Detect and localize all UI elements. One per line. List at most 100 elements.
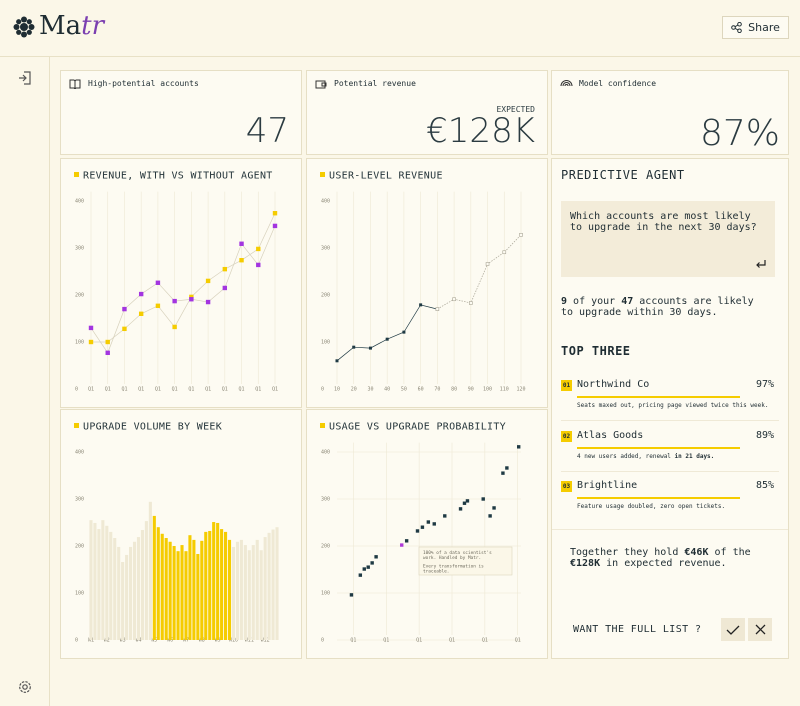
x-tick-label: Q1 (239, 387, 245, 393)
point (88, 339, 94, 345)
point (105, 339, 110, 345)
top-item[interactable]: 02 Atlas Goods 89% 4 new users added, re… (552, 425, 788, 472)
dismiss-button[interactable] (748, 618, 772, 641)
bar (180, 545, 184, 640)
kpi-card: Potential revenue EXPECTED €128K (306, 70, 548, 155)
x-tick-label: W2 (104, 638, 110, 644)
point (419, 303, 423, 307)
point (374, 555, 378, 559)
bar (93, 522, 97, 640)
point (122, 306, 127, 312)
bar (255, 539, 259, 640)
bar (113, 538, 117, 640)
x-tick-label: Q1 (350, 638, 356, 644)
y-tick-label: 100 (75, 340, 84, 346)
x-tick-label: Q1 (482, 638, 488, 644)
point (88, 325, 94, 331)
item-score: 85% (755, 480, 774, 491)
bar (259, 550, 263, 640)
bar (267, 532, 271, 640)
summary-value: €46K (684, 547, 709, 558)
series-line (91, 213, 276, 343)
x-tick-label: Q1 (255, 387, 261, 393)
x-tick-label: 30 (367, 387, 373, 393)
bar (204, 531, 208, 640)
item-score: 97% (755, 379, 774, 390)
bar (160, 533, 164, 640)
point (205, 299, 211, 305)
item-name: Brightline (577, 480, 638, 491)
logout-icon[interactable] (18, 71, 32, 85)
agent-panel: PREDICTIVE AGENT Which accounts are most… (551, 158, 789, 659)
y-tick-label: 300 (75, 246, 84, 252)
item-note: Seats maxed out, pricing page viewed twi… (577, 402, 768, 409)
point (205, 278, 211, 284)
bar (176, 551, 180, 640)
annotation-text: 100% of a data scientist's (423, 550, 492, 556)
bar (184, 551, 188, 640)
bar (129, 546, 133, 640)
kpi-caption: EXPECTED (496, 105, 535, 114)
x-tick-label: W12 (261, 638, 270, 644)
point (272, 211, 278, 216)
header: Matr Share (0, 0, 800, 57)
kpi-label: Potential revenue (334, 79, 416, 88)
share-label: Share (748, 21, 780, 34)
chart: UPGRADE VOLUME BY WEEK 0 100 200 300 400 W1 W2 W… (74, 422, 279, 644)
point (443, 514, 447, 518)
share-icon (731, 22, 742, 33)
x-tick-label: Q1 (172, 387, 178, 393)
y-tick-label: 200 (75, 293, 84, 299)
y-tick-label: 200 (321, 544, 330, 550)
check-icon (726, 625, 740, 635)
score-bar (577, 497, 740, 499)
share-button[interactable]: Share (722, 16, 789, 39)
y-tick-label: 400 (75, 199, 84, 205)
point (189, 294, 194, 300)
bar (243, 545, 247, 640)
point (368, 346, 372, 350)
note-text: 4 new users added, renewal (577, 452, 675, 460)
top-item[interactable]: 01 Northwind Co 97% Seats maxed out, pri… (552, 374, 788, 421)
point (488, 514, 492, 518)
bar (192, 539, 196, 640)
bar (275, 527, 279, 640)
bar (152, 515, 156, 640)
cta-text: WANT THE FULL LIST ? (573, 624, 702, 635)
y-tick-label: 100 (321, 340, 330, 346)
enter-icon[interactable] (755, 259, 767, 269)
point (155, 303, 161, 309)
bar (239, 539, 243, 640)
book-icon (69, 79, 81, 89)
prompt-box[interactable]: Which accounts are most likely to upgrad… (561, 201, 775, 277)
settings-icon[interactable] (18, 680, 32, 694)
bar (271, 529, 275, 640)
title-marker (74, 423, 79, 428)
item-note: Feature usage doubled, zero open tickets… (577, 503, 725, 510)
point (138, 311, 144, 316)
y-tick-label: 0 (321, 638, 324, 644)
top-item[interactable]: 03 Brightline 85% Feature usage doubled,… (552, 475, 788, 521)
point (256, 246, 261, 252)
chart-title: USAGE VS UPGRADE PROBABILITY (329, 422, 506, 433)
point (335, 359, 339, 363)
y-tick-label: 300 (75, 497, 84, 503)
summary-value: €128K (570, 558, 601, 569)
x-tick-label: W11 (245, 638, 254, 644)
accept-button[interactable] (721, 618, 745, 641)
bar (156, 527, 160, 640)
bar (247, 550, 251, 640)
x-tick-label: 80 (451, 387, 457, 393)
bar (125, 554, 129, 640)
x-tick-label: 120 (516, 387, 525, 393)
bar (148, 501, 152, 640)
point (155, 280, 161, 285)
annotation-box (418, 546, 513, 576)
y-tick-label: 400 (321, 199, 330, 205)
point (492, 506, 496, 510)
point (404, 539, 409, 543)
rank-badge: 01 (561, 380, 572, 391)
logo-text-accent: tr (81, 11, 105, 41)
y-tick-label: 0 (321, 387, 324, 393)
